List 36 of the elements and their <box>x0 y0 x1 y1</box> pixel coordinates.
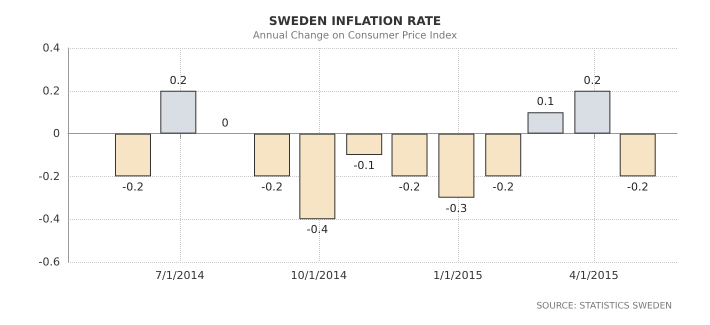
data-label: -0.1 <box>353 159 375 172</box>
x-tick-label: 10/1/2014 <box>290 269 348 282</box>
bar <box>574 90 610 134</box>
y-tick-label: -0.2 <box>38 170 60 183</box>
x-tick-label: 7/1/2014 <box>155 269 205 282</box>
y-tick-label: -0.4 <box>38 212 60 226</box>
y-tick-label: 0.2 <box>42 84 60 98</box>
bar <box>620 134 656 176</box>
bar <box>392 134 428 176</box>
y-tick-label: -0.6 <box>38 256 60 268</box>
data-label: -0.2 <box>122 180 144 194</box>
x-tick-label: 4/1/2015 <box>569 269 619 282</box>
data-label: 0 <box>222 116 229 130</box>
data-label: 0.1 <box>536 95 554 108</box>
y-tick-label: 0 <box>53 127 60 140</box>
bar <box>485 134 522 176</box>
y-tick-label: 0.4 <box>42 42 60 54</box>
data-label: -0.2 <box>398 180 420 194</box>
data-label: -0.3 <box>446 202 468 215</box>
chart-title: SWEDEN INFLATION RATE <box>268 14 442 28</box>
data-label: 0.2 <box>584 74 602 87</box>
bar <box>299 134 336 220</box>
bar <box>160 90 196 134</box>
data-label: -0.2 <box>626 180 648 194</box>
bar <box>254 134 290 176</box>
bar <box>114 134 151 176</box>
bar <box>528 112 564 134</box>
data-label: -0.4 <box>306 223 328 236</box>
x-tick-label: 1/1/2015 <box>433 269 483 282</box>
bar <box>346 134 382 155</box>
chart-subtitle: Annual Change on Consumer Price Index <box>252 30 458 42</box>
source-note: SOURCE: STATISTICS SWEDEN <box>536 302 672 312</box>
data-label: 0.2 <box>170 74 188 87</box>
bar <box>438 134 474 198</box>
data-label: -0.2 <box>492 180 514 194</box>
data-label: -0.2 <box>261 180 283 194</box>
